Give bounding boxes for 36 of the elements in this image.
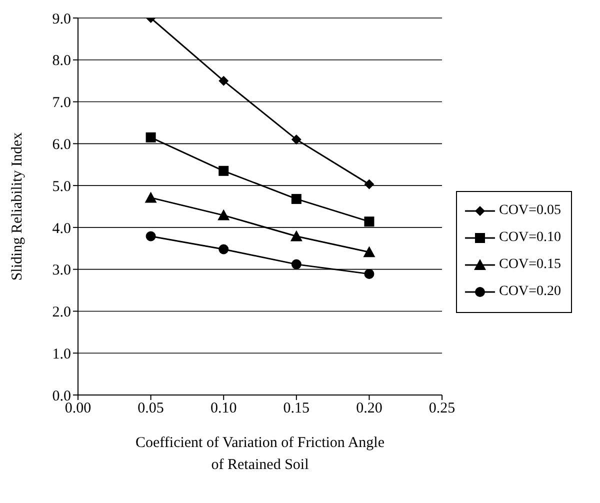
legend-label: COV=0.05	[499, 203, 561, 219]
y-tick-label: 7.0	[52, 95, 71, 112]
point	[364, 268, 374, 279]
y-tick-label: 6.0	[52, 136, 71, 153]
point	[218, 166, 229, 176]
point	[218, 209, 230, 220]
y-tick-label: 8.0	[52, 53, 71, 70]
point	[218, 76, 229, 86]
point	[144, 192, 157, 203]
y-tick-label: 9.0	[52, 11, 71, 28]
point	[291, 194, 302, 204]
legend-label: COV=0.10	[499, 230, 561, 246]
point	[146, 132, 156, 142]
y-tick-label: 4.0	[52, 220, 71, 237]
x-tick-label: 0.25	[428, 400, 456, 417]
y-tick-label: 3.0	[52, 262, 71, 279]
point	[218, 244, 229, 254]
legend-label: COV=0.20	[499, 284, 561, 300]
x-tick-label: 0.20	[356, 400, 382, 417]
x-axis-title: Coefficient of Variation of Friction Angle of Retained Soil	[136, 435, 385, 473]
point	[364, 216, 374, 227]
legend-label: COV=0.15	[499, 257, 561, 273]
x-tick-label: 0.10	[210, 400, 237, 417]
point	[290, 230, 302, 242]
point	[364, 179, 374, 190]
y-tick-label: 1.0	[52, 346, 71, 362]
point	[146, 231, 156, 242]
x-tick-label: 0.05	[138, 400, 164, 417]
x-tick-label: 0.00	[64, 400, 92, 417]
point	[363, 246, 376, 258]
point	[291, 134, 302, 144]
point	[291, 259, 302, 270]
y-axis-title: Sliding Reliability Index	[9, 132, 26, 281]
x-tick-label: 0.15	[283, 400, 310, 417]
y-tick-label: 2.0	[52, 304, 71, 321]
y-tick-label: 5.0	[52, 178, 71, 195]
